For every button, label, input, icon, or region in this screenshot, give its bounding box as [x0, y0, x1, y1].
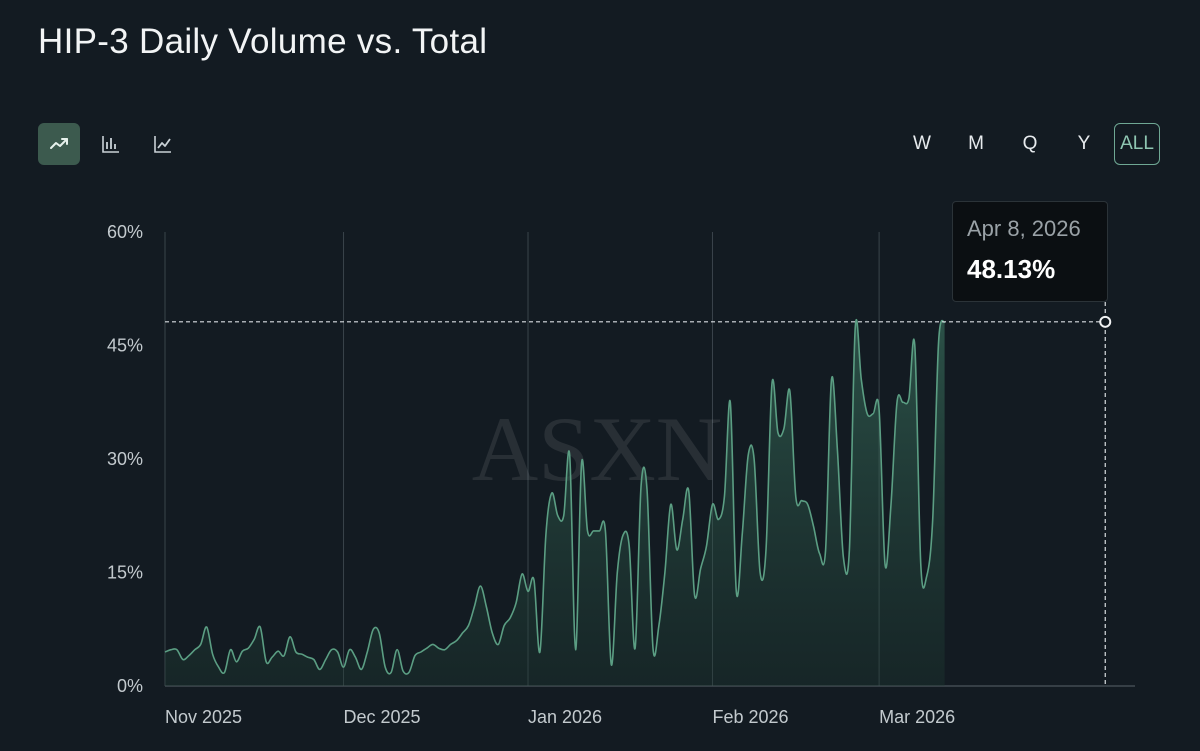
tooltip-value: 48.13%	[967, 254, 1056, 284]
range-button-y[interactable]: Y	[1077, 133, 1091, 154]
series-line[interactable]	[164, 318, 946, 675]
y-tick-label: 45%	[107, 336, 143, 356]
range-button-all[interactable]: ALL	[1114, 123, 1160, 165]
x-tick-label: Dec 2025	[344, 707, 421, 727]
x-tick-label: Nov 2025	[165, 707, 242, 727]
x-tick-label: Mar 2026	[879, 707, 955, 727]
highlight-point[interactable]	[1099, 315, 1112, 328]
trend-line-view-button[interactable]	[38, 123, 80, 165]
y-tick-label: 60%	[107, 222, 143, 242]
trend-line-icon	[50, 138, 68, 149]
x-tick-label: Jan 2026	[528, 707, 602, 727]
x-tick-label: Feb 2026	[712, 707, 788, 727]
bar-chart-icon	[102, 136, 119, 153]
range-button-m[interactable]: M	[968, 133, 984, 154]
line-chart-icon	[154, 136, 171, 153]
data-tooltip: Apr 8, 2026 48.13%	[952, 201, 1108, 302]
range-button-q[interactable]: Q	[1022, 133, 1038, 154]
range-button-w[interactable]: W	[913, 133, 931, 154]
bar-chart-view-button[interactable]	[90, 123, 132, 165]
time-range-selector: W M Q Y ALL	[898, 123, 1160, 165]
y-tick-label: 15%	[107, 563, 143, 583]
watermark-text: ASXN	[472, 398, 722, 500]
tooltip-date: Apr 8, 2026	[967, 216, 1081, 241]
y-tick-label: 0%	[117, 676, 143, 696]
page-title: HIP-3 Daily Volume vs. Total	[38, 22, 488, 61]
line-chart-view-button[interactable]	[142, 123, 184, 165]
y-tick-label: 30%	[107, 449, 143, 469]
chart-view-toolbar	[38, 123, 184, 165]
